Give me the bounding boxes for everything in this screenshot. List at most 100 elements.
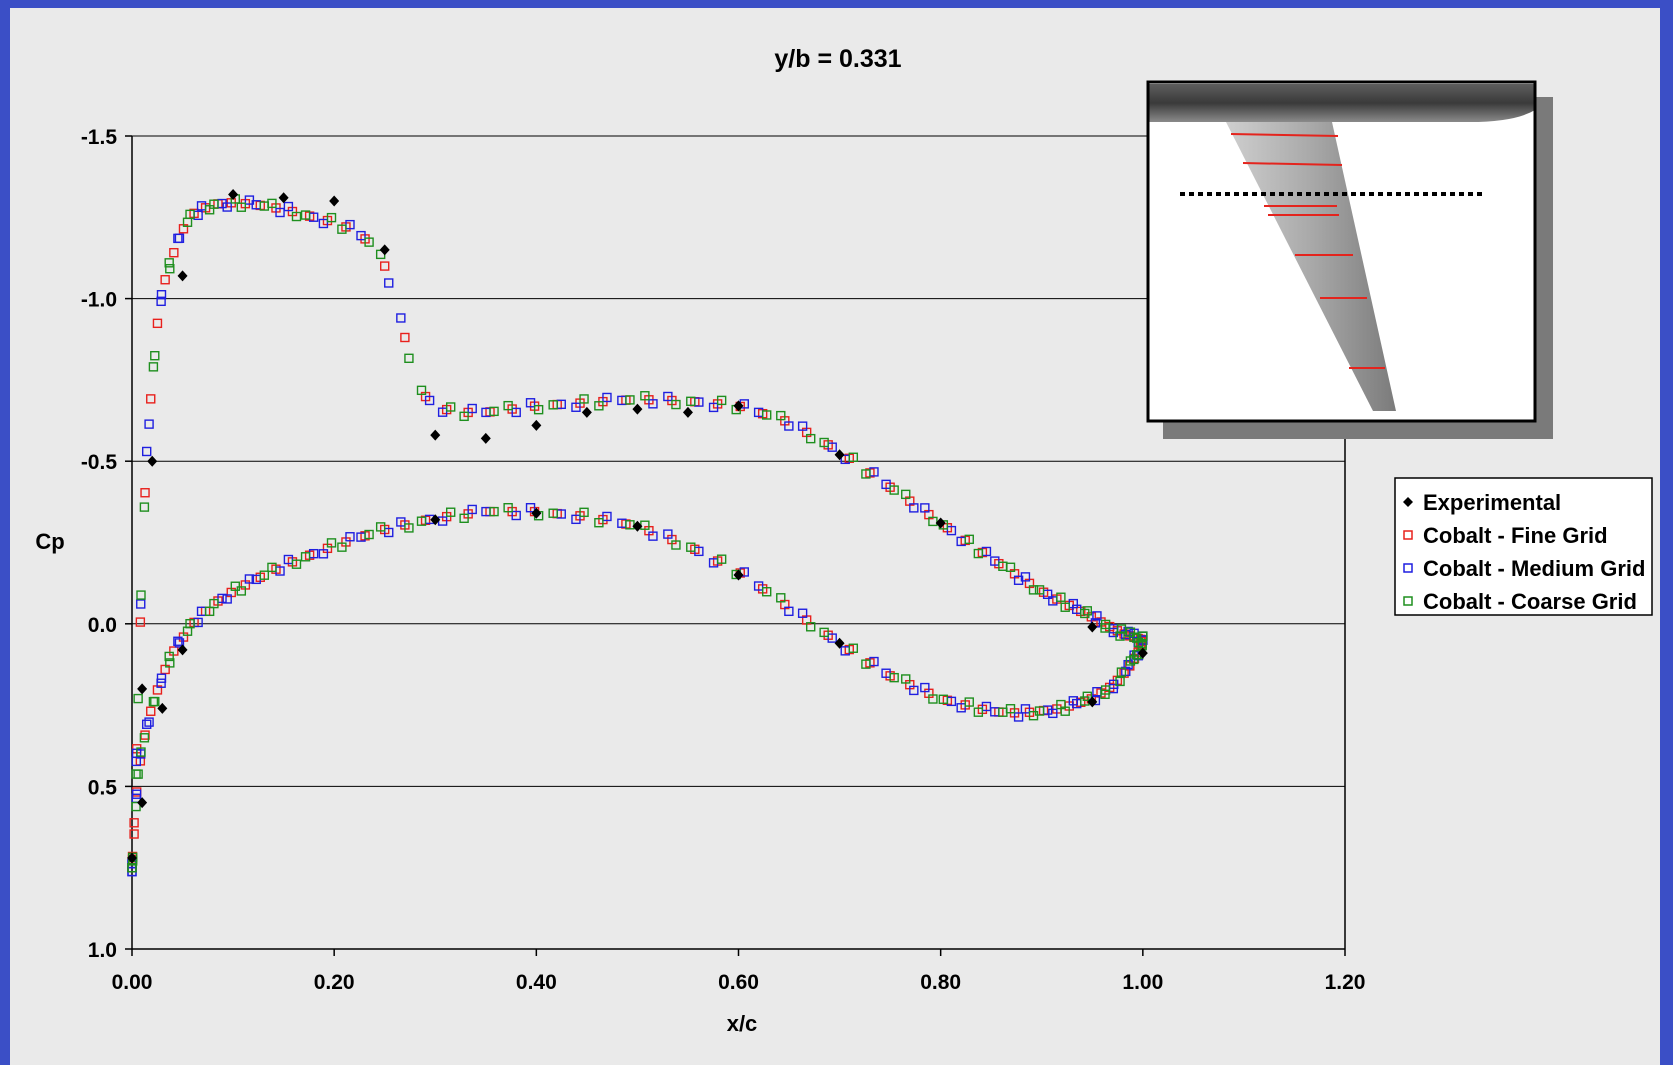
data-points: [127, 189, 1148, 877]
point-2-0-33: [594, 401, 604, 411]
point-2-1-36: [671, 540, 681, 550]
point-2-1-11: [185, 618, 195, 629]
point-2-0-59: [1082, 606, 1093, 616]
exp-point-13: [682, 406, 693, 418]
point-2-1-20: [326, 538, 337, 548]
point-2-1-1: [127, 863, 137, 873]
point-1-0-48: [920, 503, 930, 513]
point-2-1-4: [139, 733, 150, 743]
legend-label-0: Experimental: [1423, 490, 1561, 515]
point-2-0-30: [533, 404, 544, 415]
point-2-1-27: [459, 513, 469, 523]
point-1-0-46: [881, 479, 891, 490]
point-1-1-54: [1020, 704, 1031, 714]
point-2-0-45: [861, 469, 871, 479]
point-2-0-21: [337, 224, 347, 234]
point-1-1-14: [222, 594, 232, 604]
point-1-1-15: [244, 574, 255, 584]
point-2-1-40: [762, 587, 772, 597]
point-0-0-2: [129, 818, 139, 828]
point-2-1-9: [165, 658, 175, 668]
exp-point-19: [137, 797, 148, 809]
point-2-0-22: [364, 237, 374, 247]
exp-point-21: [177, 644, 188, 656]
point-1-1-24: [396, 517, 406, 527]
point-1-0-10: [174, 233, 185, 243]
exp-point-25: [733, 569, 744, 581]
y-axis-label: Cp: [35, 529, 64, 554]
point-2-0-58: [1080, 608, 1090, 619]
exp-point-2: [147, 455, 158, 467]
point-2-1-22: [364, 529, 374, 540]
point-2-0-47: [901, 489, 911, 500]
exp-point-4: [228, 189, 239, 201]
legend-marker-1: [1403, 530, 1413, 540]
point-2-0-26: [446, 402, 456, 412]
point-1-0-6: [141, 446, 152, 457]
point-2-1-47: [901, 674, 911, 684]
point-1-1-27: [467, 504, 477, 515]
point-1-0-47: [909, 503, 919, 513]
exp-point-5: [278, 192, 289, 204]
exp-point-9: [480, 432, 491, 444]
point-2-1-37: [686, 542, 696, 552]
exp-point-12: [632, 403, 643, 415]
point-1-1-56: [1048, 708, 1058, 719]
y-tick-label-0: -1.5: [81, 126, 118, 149]
point-1-0-27: [467, 403, 477, 414]
point-1-1-7: [156, 673, 167, 683]
x-tick-label-5: 1.00: [1122, 971, 1163, 994]
point-1-1-32: [571, 514, 581, 525]
point-2-0-29: [503, 400, 513, 411]
legend: Experimental Cobalt - Fine Grid Cobalt - M…: [1394, 477, 1653, 616]
wing-shape: [1226, 122, 1396, 411]
point-2-0-0: [131, 769, 141, 779]
series-cobalt-coarse-grid: [127, 194, 1148, 873]
point-2-0-51: [973, 548, 984, 559]
point-2-1-63: [1115, 676, 1125, 687]
point-2-1-28: [489, 506, 499, 517]
point-1-0-24: [396, 313, 406, 323]
exp-point-1: [137, 683, 148, 695]
point-2-0-9: [165, 263, 175, 274]
point-2-0-19: [300, 210, 311, 220]
point-1-0-8: [156, 296, 166, 307]
point-2-0-61: [1100, 619, 1111, 630]
point-1-0-7: [156, 290, 167, 300]
exp-point-24: [632, 520, 643, 532]
point-1-0-32: [571, 402, 581, 412]
point-2-1-38: [716, 554, 727, 564]
point-2-1-65: [1125, 656, 1136, 666]
exp-point-0: [127, 852, 137, 864]
point-2-1-61: [1100, 685, 1111, 695]
exp-point-7: [379, 244, 390, 256]
point-2-1-19: [300, 552, 311, 562]
point-2-0-6: [150, 351, 160, 361]
point-1-0-49: [946, 525, 957, 536]
point-1-0-26: [437, 407, 448, 417]
point-0-0-24: [400, 332, 410, 343]
point-2-0-48: [928, 516, 938, 527]
point-2-1-16: [259, 570, 270, 580]
pressure-tap-stations: [1230, 133, 1385, 369]
point-1-1-23: [384, 527, 394, 538]
point-1-1-30: [525, 503, 536, 513]
point-2-0-7: [148, 362, 159, 372]
series-cobalt-fine-grid: [127, 198, 1148, 873]
series-experimental: [127, 189, 1148, 864]
point-2-0-31: [548, 400, 558, 410]
point-2-1-44: [848, 643, 859, 653]
point-1-1-50: [956, 703, 966, 713]
x-axis-label: x/c: [727, 1011, 758, 1036]
point-1-0-23: [384, 278, 394, 288]
point-1-0-18: [283, 201, 294, 212]
point-1-0-35: [648, 399, 658, 409]
point-2-0-37: [686, 396, 696, 407]
point-2-1-23: [375, 522, 386, 532]
point-1-0-33: [602, 392, 612, 403]
point-2-1-49: [938, 694, 949, 704]
point-2-0-38: [716, 395, 727, 406]
point-2-0-40: [762, 410, 772, 420]
point-2-0-24: [404, 353, 414, 363]
point-2-1-62: [1116, 667, 1127, 677]
